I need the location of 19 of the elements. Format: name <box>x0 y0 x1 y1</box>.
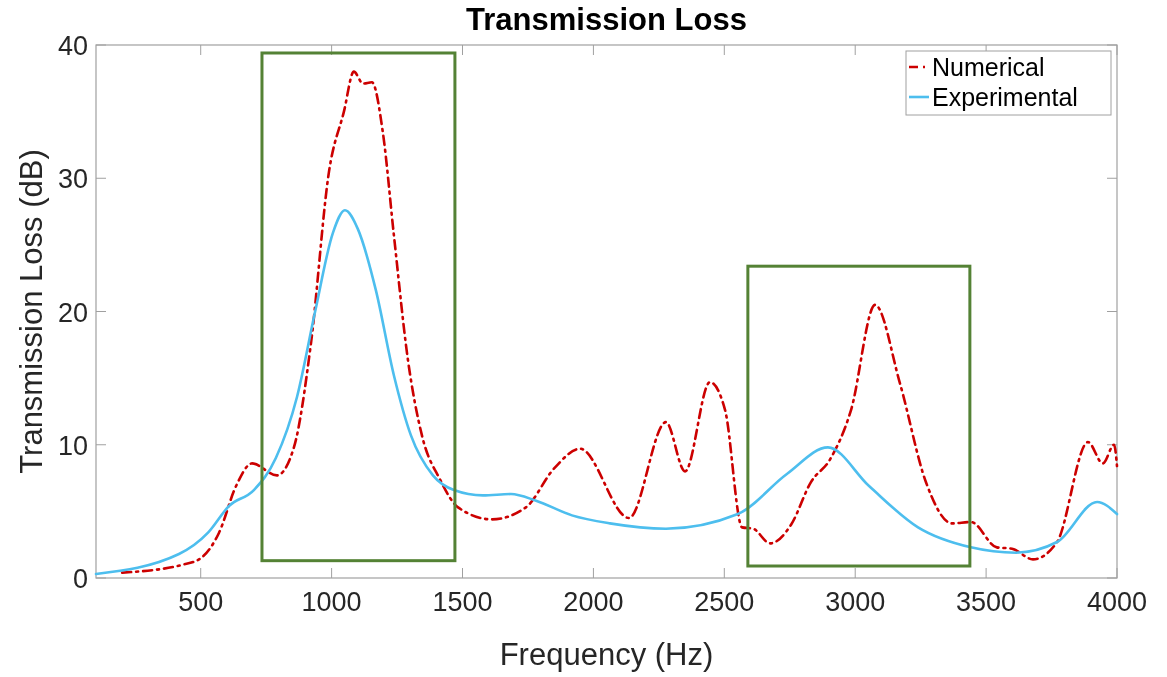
x-tick-label: 4000 <box>1086 587 1148 617</box>
legend-label: Numerical <box>932 53 1045 81</box>
x-tick-label: 500 <box>178 587 224 617</box>
x-axis-title: Frequency (Hz) <box>499 637 714 672</box>
legend-label: Experimental <box>932 83 1078 111</box>
x-tick-label: 2500 <box>694 587 755 617</box>
x-tick-label: 3000 <box>825 587 886 617</box>
y-tick-label: 10 <box>57 430 88 461</box>
x-tick-label: 1500 <box>432 587 493 617</box>
chart-title: Transmission Loss <box>466 2 747 37</box>
y-tick-label: 0 <box>72 564 88 594</box>
x-tick-label: 1000 <box>301 587 362 617</box>
x-tick-label: 2000 <box>563 587 624 617</box>
y-tick-label: 30 <box>57 164 88 195</box>
y-tick-label: 40 <box>57 31 88 61</box>
x-tick-label: 3500 <box>956 587 1017 617</box>
y-axis-title: Transmission Loss (dB) <box>14 149 49 474</box>
line-series <box>94 208 1119 576</box>
y-tick-label: 20 <box>57 297 88 328</box>
